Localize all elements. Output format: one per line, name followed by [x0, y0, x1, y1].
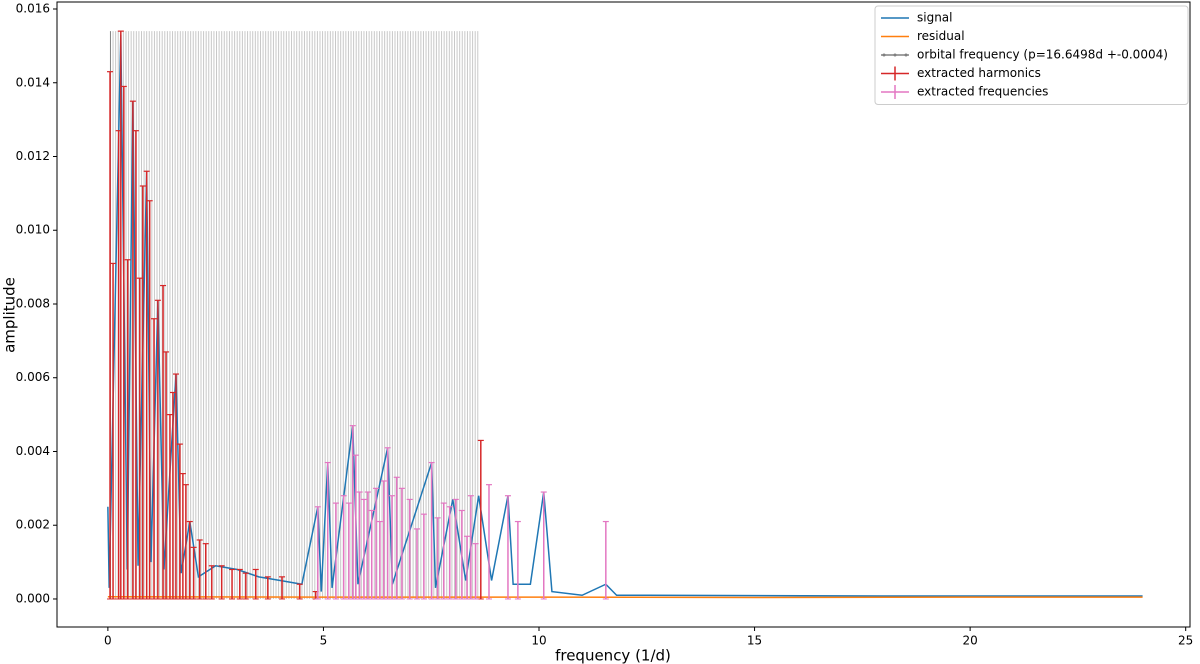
legend-label: orbital frequency (p=16.6498d +-0.0004) [917, 48, 1168, 62]
x-axis-label: frequency (1/d) [555, 647, 671, 664]
legend-label: residual [917, 29, 965, 43]
x-tick-label: 15 [747, 634, 762, 648]
legend-label: signal [917, 11, 953, 25]
series-line [107, 596, 1143, 599]
plot-area [107, 30, 1143, 600]
x-tick-label: 0 [104, 634, 112, 648]
y-tick-label: 0.014 [16, 75, 50, 89]
y-tick-label: 0.016 [16, 2, 50, 16]
legend-handle-dot [904, 53, 908, 57]
legend-handle-dot [882, 53, 886, 57]
y-tick-label: 0.006 [16, 370, 50, 384]
y-axis-label: amplitude [1, 277, 19, 353]
x-tick-label: 10 [531, 634, 546, 648]
y-tick-label: 0.012 [16, 149, 50, 163]
y-tick-label: 0.004 [16, 444, 50, 458]
legend-box [874, 5, 1189, 105]
x-tick-label: 20 [962, 634, 977, 648]
y-tick-label: 0.000 [16, 591, 50, 605]
legend-label: extracted frequencies [917, 85, 1048, 99]
y-tick-label: 0.008 [16, 296, 50, 310]
legend: signal residual orbital frequency (p=16.64… [874, 5, 1189, 105]
legend-label: extracted harmonics [917, 66, 1041, 80]
series-line [107, 34, 1143, 597]
y-tick-label: 0.010 [16, 223, 50, 237]
x-tick-label: 5 [320, 634, 328, 648]
legend-handle-dot [893, 53, 897, 57]
axes-frame [56, 1, 1191, 628]
y-tick-label: 0.002 [16, 518, 50, 532]
x-tick-label: 25 [1178, 634, 1193, 648]
